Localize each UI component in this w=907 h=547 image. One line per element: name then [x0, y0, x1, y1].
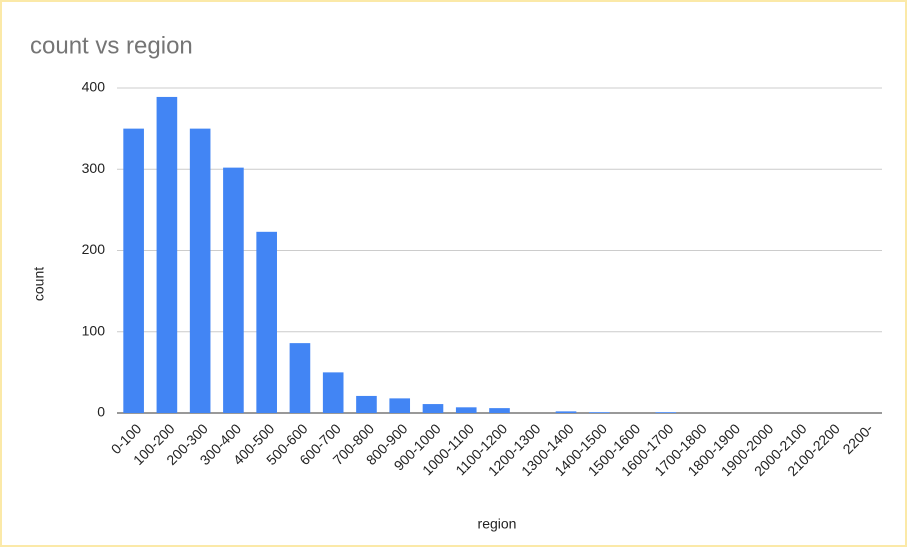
bar	[389, 398, 411, 413]
bar	[322, 372, 344, 413]
bar	[356, 395, 377, 413]
bar	[489, 408, 510, 413]
y-tick-label: 300	[82, 160, 106, 176]
bar	[289, 343, 311, 413]
bar	[189, 128, 211, 413]
y-tick-label: 200	[82, 241, 106, 257]
x-axis-label: region	[478, 516, 517, 532]
chart-title: count vs region	[30, 32, 193, 59]
y-tick-label: 0	[97, 404, 105, 420]
bar	[422, 404, 444, 413]
bar	[655, 412, 677, 413]
bar	[555, 411, 577, 413]
bar	[223, 167, 244, 413]
y-tick-label: 400	[82, 79, 106, 95]
y-tick-label: 100	[82, 322, 106, 338]
bar	[156, 96, 178, 413]
bar	[256, 231, 277, 413]
y-axis-label: count	[31, 267, 47, 301]
bar	[455, 407, 477, 413]
bar	[123, 128, 144, 413]
bar	[588, 412, 610, 413]
